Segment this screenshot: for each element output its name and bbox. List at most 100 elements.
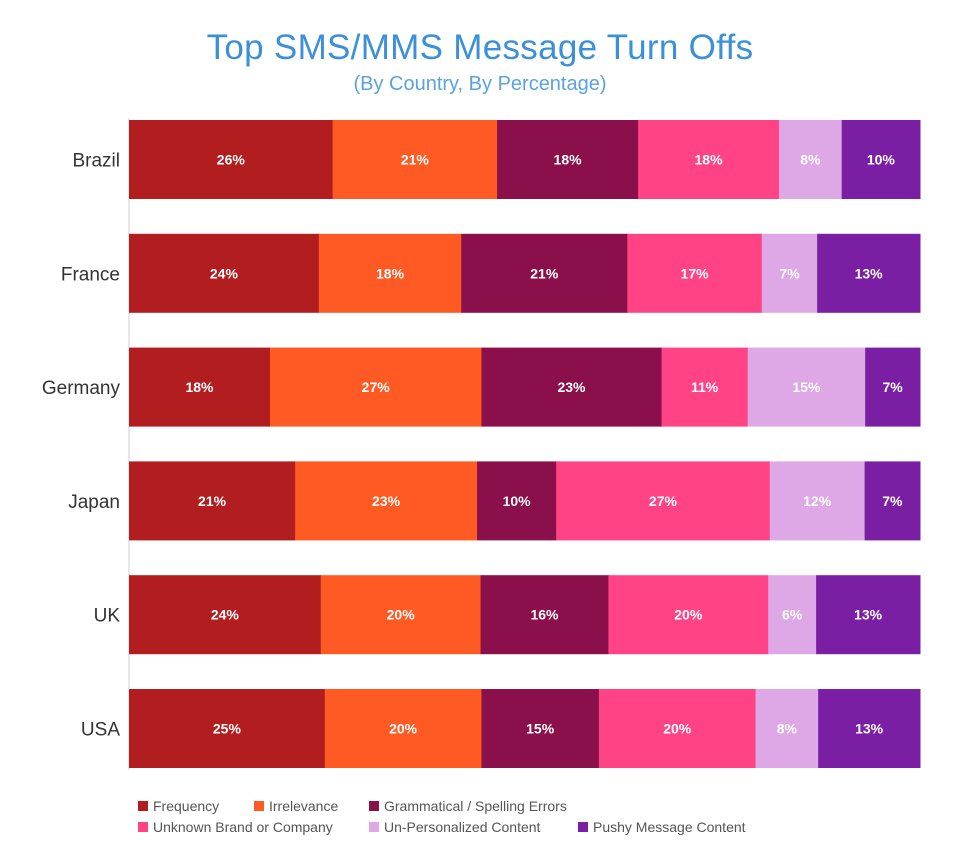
category-label: USA: [81, 720, 120, 741]
data-label: 10%: [867, 152, 896, 168]
bar-segment: [627, 233, 763, 313]
bar-segment: [779, 120, 843, 199]
data-label: 18%: [185, 379, 214, 395]
data-label: 18%: [695, 152, 724, 168]
legend-item-grammatical-spelling-errors: Grammatical / Spelling Errors: [369, 798, 567, 814]
bar-segment: [461, 233, 628, 313]
legend-swatch: [369, 821, 379, 832]
stacked-bar-chart: Brazil 26% 21% 18% 18% 8% 10% France 24% 18% 21% 17…: [42, 118, 921, 770]
category-label: Germany: [42, 378, 121, 399]
data-label: 21%: [198, 493, 227, 509]
data-label: 27%: [649, 493, 678, 509]
bar-segment: [497, 120, 639, 199]
chart-title: Top SMS/MMS Message Turn Offs: [206, 28, 754, 67]
bar-segment: [481, 689, 600, 768]
legend-swatch: [138, 800, 148, 811]
data-label: 23%: [372, 493, 401, 509]
data-label: 7%: [779, 265, 800, 281]
data-label: 15%: [792, 379, 821, 395]
bar-segment: [761, 233, 818, 313]
bar-segment: [129, 575, 322, 655]
data-label: 24%: [210, 265, 239, 281]
bar-segment: [769, 461, 866, 541]
legend-item-pushy-message-content: Pushy Message Content: [578, 819, 746, 835]
legend-item-unknown-brand-or-company: Unknown Brand or Company: [138, 819, 369, 835]
legend-row: Unknown Brand or Company Un-Personalized…: [138, 816, 838, 837]
legend-item-frequency: Frequency: [138, 798, 254, 814]
bar-segment: [320, 575, 482, 655]
legend-label: Frequency: [153, 797, 220, 814]
data-label: 21%: [401, 152, 430, 168]
bar-segment: [477, 461, 557, 541]
bar-segment: [661, 347, 749, 427]
legend-label: Irrelevance: [269, 797, 339, 814]
bar-segment: [269, 347, 482, 427]
bar-segment: [129, 347, 271, 427]
bar-segment: [556, 461, 771, 541]
bar-segment: [864, 461, 921, 541]
data-label: 20%: [389, 721, 418, 737]
bar-segment: [129, 120, 334, 199]
data-label: 13%: [855, 265, 884, 281]
legend-label: Unknown Brand or Company: [153, 818, 333, 835]
bar-segment: [129, 461, 296, 541]
data-label: 12%: [803, 493, 832, 509]
bar-segment: [318, 233, 462, 313]
bar-segment: [481, 347, 663, 427]
bar-segment: [129, 689, 326, 768]
legend-swatch: [578, 821, 588, 832]
data-label: 11%: [691, 379, 719, 395]
data-label: 8%: [800, 152, 821, 168]
data-label: 15%: [526, 721, 555, 737]
data-label: 16%: [530, 607, 559, 623]
data-label: 25%: [213, 721, 242, 737]
bar-segment: [598, 689, 757, 768]
bar-segment: [638, 120, 780, 199]
data-label: 21%: [530, 265, 559, 281]
bar-segment: [295, 461, 478, 541]
data-label: 18%: [376, 265, 405, 281]
data-label: 10%: [503, 493, 532, 509]
data-label: 26%: [217, 152, 246, 168]
legend-swatch: [254, 800, 264, 811]
bar-segment: [332, 120, 498, 199]
bar-segment: [747, 347, 866, 427]
data-label: 24%: [211, 607, 240, 623]
category-label: Japan: [68, 492, 120, 513]
legend-item-un-personalized-content: Un-Personalized Content: [369, 819, 578, 835]
bar-segment: [841, 120, 921, 199]
data-label: 6%: [782, 607, 803, 623]
data-label: 7%: [882, 379, 903, 395]
bar-segment: [480, 575, 609, 655]
legend-label: Un-Personalized Content: [384, 818, 541, 835]
bar-segment: [129, 233, 320, 313]
data-label: 17%: [681, 265, 710, 281]
data-label: 8%: [777, 721, 798, 737]
bar-segment: [816, 575, 921, 655]
legend-item-irrelevance: Irrelevance: [254, 798, 369, 814]
category-label: UK: [94, 606, 121, 627]
legend-swatch: [138, 821, 148, 832]
data-label: 20%: [663, 721, 692, 737]
legend-row: Frequency Irrelevance Grammatical / Spel…: [138, 795, 838, 816]
bar-segment: [608, 575, 769, 655]
bar-segment: [755, 689, 819, 768]
bar-segment: [768, 575, 817, 655]
bar-segment: [324, 689, 482, 768]
chart-subtitle: (By Country, By Percentage): [353, 73, 607, 95]
category-label: France: [61, 264, 120, 285]
legend-label: Pushy Message Content: [593, 818, 746, 835]
data-label: 23%: [557, 379, 586, 395]
chart-legend: Frequency Irrelevance Grammatical / Spel…: [138, 795, 838, 837]
category-label: Brazil: [72, 151, 120, 172]
data-label: 27%: [362, 379, 391, 395]
bar-segment: [865, 347, 921, 427]
legend-label: Grammatical / Spelling Errors: [384, 797, 567, 814]
data-label: 20%: [674, 607, 703, 623]
data-label: 7%: [882, 493, 903, 509]
legend-swatch: [369, 800, 379, 811]
data-label: 13%: [854, 607, 883, 623]
data-label: 13%: [855, 721, 884, 737]
bar-segment: [817, 233, 921, 313]
data-label: 20%: [387, 607, 416, 623]
